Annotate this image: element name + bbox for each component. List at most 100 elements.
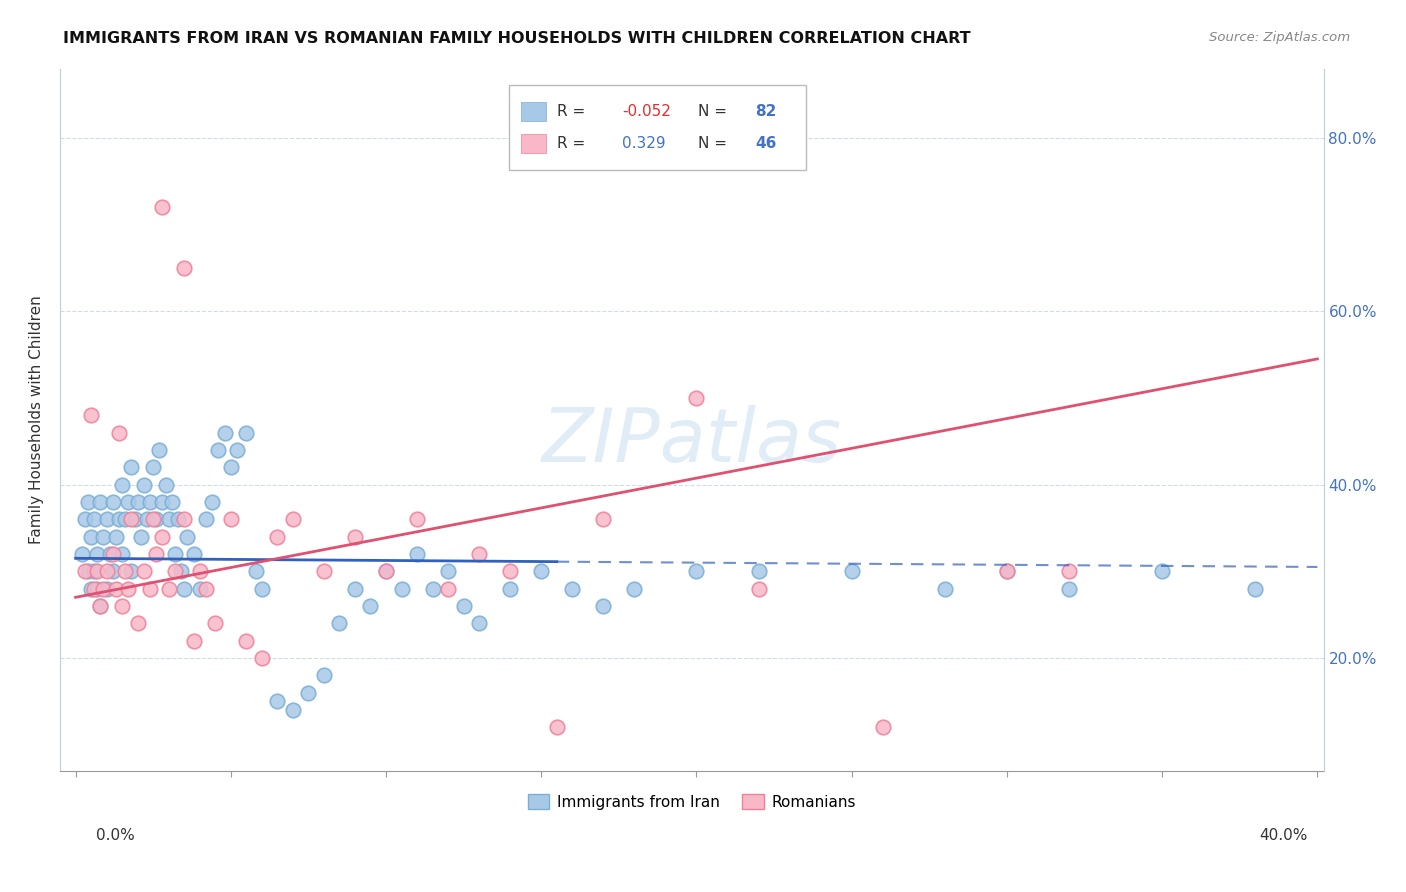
Point — [173, 512, 195, 526]
Point — [120, 512, 142, 526]
Point — [111, 477, 134, 491]
Point — [235, 425, 257, 440]
Point — [748, 582, 770, 596]
Point — [114, 512, 136, 526]
Point — [1244, 582, 1267, 596]
Point — [468, 616, 491, 631]
Point — [343, 582, 366, 596]
Point — [207, 442, 229, 457]
Point — [437, 564, 460, 578]
Point — [995, 564, 1018, 578]
Point — [127, 495, 149, 509]
Point — [157, 512, 180, 526]
Point — [328, 616, 350, 631]
Point — [129, 530, 152, 544]
Point — [1057, 582, 1080, 596]
FancyBboxPatch shape — [522, 102, 547, 121]
Point — [70, 547, 93, 561]
Point — [375, 564, 398, 578]
Point — [235, 633, 257, 648]
Point — [546, 720, 568, 734]
Point — [145, 512, 167, 526]
Point — [89, 599, 111, 613]
Point — [453, 599, 475, 613]
Point — [176, 530, 198, 544]
Point — [266, 530, 288, 544]
Point — [111, 599, 134, 613]
Point — [117, 495, 139, 509]
Point — [136, 512, 159, 526]
Point — [499, 564, 522, 578]
Point — [188, 582, 211, 596]
Text: 82: 82 — [755, 103, 776, 119]
Point — [96, 564, 118, 578]
Point — [872, 720, 894, 734]
Point — [93, 530, 115, 544]
Point — [183, 547, 205, 561]
Point — [530, 564, 553, 578]
Point — [127, 616, 149, 631]
Point — [343, 530, 366, 544]
Point — [748, 564, 770, 578]
Point — [80, 409, 103, 423]
Point — [89, 495, 111, 509]
Point — [841, 564, 863, 578]
Point — [406, 547, 429, 561]
Point — [108, 512, 131, 526]
Text: N =: N = — [699, 136, 733, 151]
Text: ZIPatlas: ZIPatlas — [541, 405, 842, 476]
Point — [142, 512, 165, 526]
Point — [86, 564, 108, 578]
Point — [114, 564, 136, 578]
Point — [120, 564, 142, 578]
Point — [561, 582, 583, 596]
Text: Source: ZipAtlas.com: Source: ZipAtlas.com — [1209, 31, 1350, 45]
Point — [83, 582, 105, 596]
Point — [1152, 564, 1174, 578]
Point — [163, 564, 186, 578]
Point — [375, 564, 398, 578]
Point — [152, 495, 174, 509]
Point — [86, 547, 108, 561]
Point — [188, 564, 211, 578]
Point — [226, 442, 249, 457]
Point — [245, 564, 267, 578]
Point — [173, 582, 195, 596]
Point — [73, 564, 96, 578]
Point — [124, 512, 146, 526]
Point — [96, 582, 118, 596]
Point — [155, 477, 177, 491]
Point — [98, 547, 121, 561]
Point — [250, 651, 273, 665]
Point — [592, 512, 614, 526]
Point — [111, 547, 134, 561]
Point — [391, 582, 413, 596]
Point — [152, 200, 174, 214]
Text: IMMIGRANTS FROM IRAN VS ROMANIAN FAMILY HOUSEHOLDS WITH CHILDREN CORRELATION CHA: IMMIGRANTS FROM IRAN VS ROMANIAN FAMILY … — [63, 31, 972, 46]
Point — [108, 425, 131, 440]
Point — [80, 582, 103, 596]
Point — [297, 686, 319, 700]
Point — [623, 582, 645, 596]
Point — [152, 530, 174, 544]
Point — [312, 564, 335, 578]
Point — [173, 260, 195, 275]
Point — [312, 668, 335, 682]
Point — [360, 599, 382, 613]
Point — [437, 582, 460, 596]
Point — [194, 582, 217, 596]
Point — [73, 512, 96, 526]
Point — [139, 495, 162, 509]
Point — [104, 582, 127, 596]
Point — [132, 477, 155, 491]
Point — [499, 582, 522, 596]
Point — [80, 530, 103, 544]
Point — [170, 564, 193, 578]
Point — [194, 512, 217, 526]
Point — [89, 599, 111, 613]
Text: R =: R = — [557, 136, 589, 151]
Point — [1057, 564, 1080, 578]
Point — [83, 564, 105, 578]
Point — [101, 547, 124, 561]
Point — [167, 512, 190, 526]
